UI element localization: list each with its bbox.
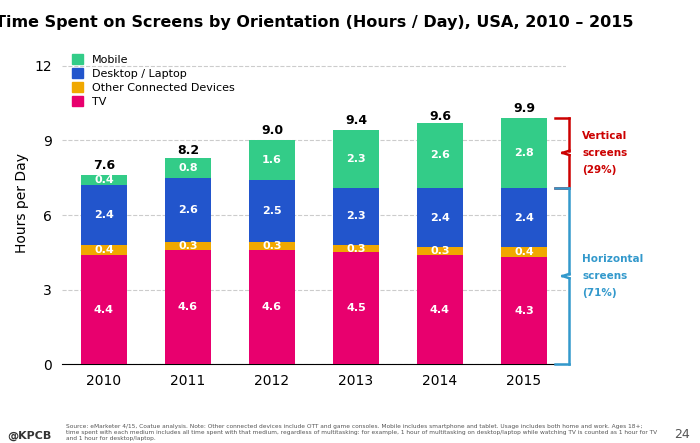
Text: 8.2: 8.2 xyxy=(177,144,199,157)
Text: Vertical: Vertical xyxy=(582,131,627,141)
Bar xyxy=(164,158,211,178)
Bar xyxy=(248,242,295,250)
Text: @KPCB: @KPCB xyxy=(7,431,51,441)
Bar xyxy=(333,253,379,365)
Bar xyxy=(80,245,127,255)
Text: 4.4: 4.4 xyxy=(94,305,114,315)
Text: 2.4: 2.4 xyxy=(430,213,450,222)
Text: 9.0: 9.0 xyxy=(261,124,283,137)
Text: 4.4: 4.4 xyxy=(430,305,450,315)
Bar xyxy=(80,255,127,365)
Text: 7.6: 7.6 xyxy=(93,159,115,172)
Text: 24: 24 xyxy=(673,428,690,441)
Bar xyxy=(248,180,295,242)
Text: 2.4: 2.4 xyxy=(514,213,534,222)
Text: 4.3: 4.3 xyxy=(514,306,534,316)
Text: (71%): (71%) xyxy=(582,288,617,298)
Legend: Mobile, Desktop / Laptop, Other Connected Devices, TV: Mobile, Desktop / Laptop, Other Connecte… xyxy=(67,50,239,112)
Text: 4.6: 4.6 xyxy=(262,302,282,312)
Text: 0.4: 0.4 xyxy=(94,175,114,185)
Text: 0.3: 0.3 xyxy=(262,241,281,251)
Text: Horizontal: Horizontal xyxy=(582,254,643,264)
Text: 4.6: 4.6 xyxy=(178,302,198,312)
Text: 2.6: 2.6 xyxy=(430,150,450,160)
Bar xyxy=(80,185,127,245)
Y-axis label: Hours per Day: Hours per Day xyxy=(15,153,29,253)
Text: 2.8: 2.8 xyxy=(514,148,534,158)
Text: 1.6: 1.6 xyxy=(262,155,282,165)
Text: 2.4: 2.4 xyxy=(94,210,114,220)
Bar xyxy=(501,257,547,365)
Text: 2.3: 2.3 xyxy=(346,154,366,164)
Bar xyxy=(164,250,211,365)
Text: screens: screens xyxy=(582,271,627,281)
Text: 0.3: 0.3 xyxy=(178,241,197,251)
Bar xyxy=(501,248,547,257)
Text: Source: eMarketer 4/15, Coatue analysis. Note: Other connected devices include O: Source: eMarketer 4/15, Coatue analysis.… xyxy=(66,424,657,441)
Text: 0.3: 0.3 xyxy=(430,246,449,256)
Text: 2.3: 2.3 xyxy=(346,211,366,222)
Text: 9.6: 9.6 xyxy=(429,109,451,123)
Bar xyxy=(164,242,211,250)
Bar xyxy=(417,188,463,248)
Bar xyxy=(80,175,127,185)
Title: Time Spent on Screens by Orientation (Hours / Day), USA, 2010 – 2015: Time Spent on Screens by Orientation (Ho… xyxy=(0,15,634,30)
Bar xyxy=(248,140,295,180)
Text: 9.9: 9.9 xyxy=(513,102,535,115)
Text: 4.5: 4.5 xyxy=(346,303,366,313)
Bar xyxy=(501,118,547,188)
Text: 0.3: 0.3 xyxy=(346,244,365,254)
Bar xyxy=(164,178,211,242)
Text: 2.5: 2.5 xyxy=(262,206,282,216)
Bar xyxy=(248,250,295,365)
Text: 0.8: 0.8 xyxy=(178,163,197,173)
Bar xyxy=(417,255,463,365)
Bar xyxy=(501,188,547,248)
Text: screens: screens xyxy=(582,148,627,158)
Bar xyxy=(333,188,379,245)
Bar xyxy=(417,123,463,188)
Text: (29%): (29%) xyxy=(582,165,617,175)
Text: 0.4: 0.4 xyxy=(94,245,114,255)
Bar xyxy=(417,248,463,255)
Bar xyxy=(333,131,379,188)
Bar xyxy=(333,245,379,253)
Text: 9.4: 9.4 xyxy=(345,114,367,128)
Text: 0.4: 0.4 xyxy=(514,248,534,257)
Text: 2.6: 2.6 xyxy=(178,205,198,215)
